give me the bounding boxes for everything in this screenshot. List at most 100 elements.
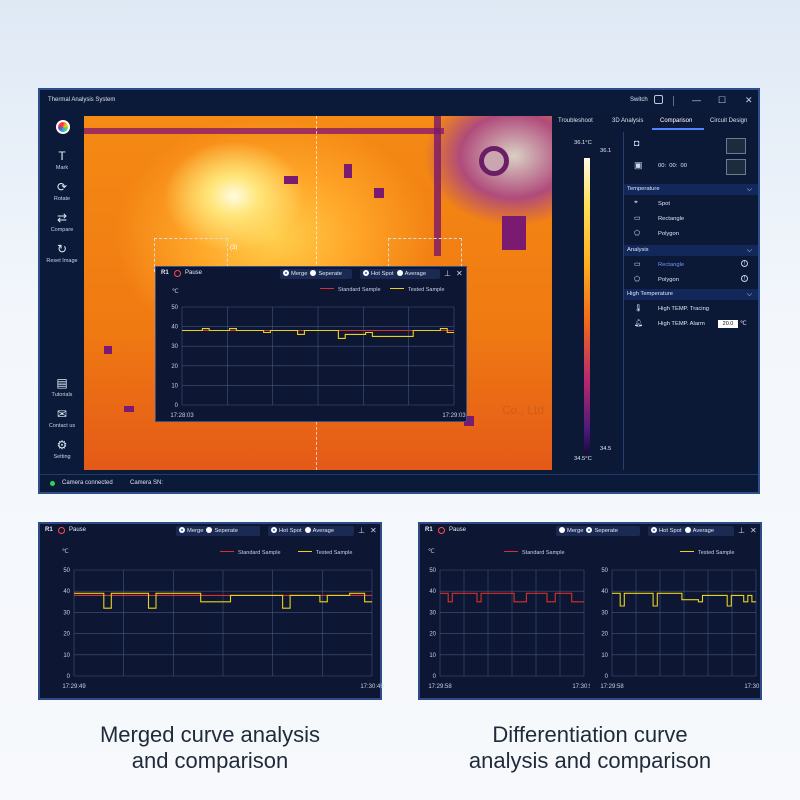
section-high-temperature[interactable]: High Temperature ⌵: [624, 289, 758, 300]
y-tick-label: 40: [429, 589, 436, 595]
separate-chart-panel: R1 Pause Merge Seperate Hot Spot Average ⊥…: [418, 522, 762, 700]
tab-3d-analysis[interactable]: 3D Analysis: [612, 118, 644, 124]
divider: [673, 96, 674, 106]
compare-tool[interactable]: ⇄ Compare: [40, 211, 84, 234]
legend-tested: Tested Sample: [390, 287, 444, 293]
color-scale-bar[interactable]: [584, 158, 590, 454]
pause-button[interactable]: Pause: [69, 527, 87, 533]
region-label: R1: [45, 527, 53, 533]
merge-radio[interactable]: [559, 527, 565, 533]
right-panel: Troubleshoot 3D Analysis Comparison Circ…: [552, 114, 758, 470]
merge-radio[interactable]: [283, 270, 289, 276]
average-radio[interactable]: [684, 527, 691, 533]
mark-label: Mark: [55, 165, 69, 171]
average-label[interactable]: Average: [312, 528, 335, 534]
pin-icon[interactable]: ⊥: [358, 526, 365, 535]
line-chart-standard[interactable]: 0 10 20 30 40 50 17:29:58 17:30:58: [420, 524, 590, 702]
close-icon[interactable]: ✕: [370, 526, 377, 535]
maximize-button[interactable]: ☐: [718, 95, 727, 105]
x-tick-label: 17:29:03: [442, 413, 466, 419]
line-chart[interactable]: 0 10 20 30 40 50 17:29:49 17:30:49: [40, 524, 384, 702]
legend-standard: Standard Sample: [504, 550, 565, 556]
legend-swatch: [504, 551, 518, 552]
tool-rectangle[interactable]: ▭ Rectangle: [624, 213, 758, 225]
y-tick-label: 10: [171, 383, 178, 389]
seperate-label[interactable]: Seperate: [214, 528, 238, 534]
section-temperature[interactable]: Temperature ⌵: [624, 184, 758, 195]
region-label: R1: [425, 527, 433, 533]
setting-button[interactable]: ⚙ Setting: [40, 439, 84, 461]
high-temp-tracing[interactable]: 🌡︎ High TEMP. Tracing: [624, 303, 758, 315]
hotspot-radio[interactable]: [271, 527, 277, 533]
contact-label: Contact us: [48, 423, 76, 429]
contact-button[interactable]: ✉ Contact us: [40, 408, 84, 430]
high-temp-alarm[interactable]: 🔔︎ High TEMP. Alarm 20.0 ℃: [624, 318, 758, 330]
tool-spot[interactable]: ⌖ Spot: [624, 198, 758, 210]
switch-button[interactable]: Switch: [630, 97, 648, 103]
hotspot-radio[interactable]: [363, 270, 369, 276]
seperate-radio[interactable]: [206, 527, 213, 533]
tab-troubleshoot[interactable]: Troubleshoot: [558, 118, 593, 124]
switch-icon[interactable]: [654, 95, 663, 104]
caption-differentiation: Differentiation curve analysis and compa…: [418, 722, 762, 774]
hotspot-label[interactable]: Hot Spot: [279, 528, 302, 534]
legend-label: Tested Sample: [316, 550, 353, 556]
minimize-button[interactable]: —: [692, 95, 701, 105]
rotate-tool[interactable]: ⟳ Rotate: [40, 181, 84, 203]
seperate-radio[interactable]: [310, 270, 317, 276]
analysis-rectangle[interactable]: ▭ Rectangle!: [624, 259, 758, 271]
seperate-radio[interactable]: [586, 527, 593, 533]
y-tick-label: 20: [429, 632, 436, 638]
line-chart-tested[interactable]: 0 10 20 30 40 50 17:29:58 17:30:58: [588, 524, 760, 702]
hotspot-label[interactable]: Hot Spot: [659, 528, 682, 534]
setting-label: Setting: [53, 454, 71, 460]
seperate-label[interactable]: Seperate: [318, 271, 342, 277]
info-icon[interactable]: !: [741, 260, 748, 267]
tutorials-button[interactable]: ▤ Tutorials: [40, 377, 84, 399]
palette-icon[interactable]: [56, 120, 70, 134]
mark-tool[interactable]: T Mark: [40, 150, 84, 172]
record-icon[interactable]: [58, 527, 65, 534]
average-label[interactable]: Average: [692, 528, 715, 534]
record-icon[interactable]: [174, 270, 181, 277]
pin-icon[interactable]: ⊥: [738, 526, 745, 535]
hotspot-label[interactable]: Hot Spot: [371, 271, 394, 277]
y-tick-label: 20: [63, 632, 70, 638]
section-title: Analysis: [627, 247, 649, 253]
average-radio[interactable]: [304, 527, 311, 533]
video-icon[interactable]: ▣: [634, 160, 643, 170]
info-icon[interactable]: !: [741, 275, 748, 282]
merge-radio[interactable]: [179, 527, 185, 533]
y-tick-label: 10: [429, 653, 436, 659]
camera-icon[interactable]: ◘: [634, 138, 640, 148]
average-label[interactable]: Average: [404, 271, 427, 277]
average-radio[interactable]: [396, 270, 403, 276]
pin-icon[interactable]: ⊥: [444, 269, 451, 278]
close-icon[interactable]: ✕: [750, 526, 757, 535]
hotspot-radio[interactable]: [651, 527, 657, 533]
tab-circuit-design[interactable]: Circuit Design: [710, 118, 748, 124]
legend-standard: Standard Sample: [220, 550, 281, 556]
alarm-threshold-input[interactable]: 20.0: [718, 320, 738, 328]
y-tick-label: 30: [63, 610, 70, 616]
compare-icon: ⇄: [56, 211, 68, 225]
merge-label[interactable]: Merge: [291, 271, 308, 277]
merge-label[interactable]: Merge: [187, 528, 204, 534]
reset-image-tool[interactable]: ↻ Reset Image: [40, 243, 84, 265]
pause-button[interactable]: Pause: [449, 527, 467, 533]
tab-comparison[interactable]: Comparison: [660, 118, 693, 124]
analysis-polygon[interactable]: ⬠ Polygon!: [624, 274, 758, 286]
video-thumbnail[interactable]: [726, 159, 746, 175]
seperate-label[interactable]: Seperate: [594, 528, 618, 534]
pause-button[interactable]: Pause: [185, 270, 203, 276]
merge-label[interactable]: Merge: [567, 528, 584, 534]
line-chart[interactable]: 0 10 20 30 40 50 17:28:03 17:29:03: [156, 267, 468, 423]
snapshot-thumbnail[interactable]: [726, 138, 746, 154]
record-icon[interactable]: [438, 527, 445, 534]
section-analysis[interactable]: Analysis ⌵: [624, 245, 758, 256]
y-tick-label: 30: [171, 344, 178, 350]
tool-polygon[interactable]: ⬠ Polygon: [624, 228, 758, 240]
close-button[interactable]: ✕: [745, 95, 753, 105]
close-icon[interactable]: ✕: [456, 269, 463, 278]
unit-label: ℃: [428, 549, 435, 555]
